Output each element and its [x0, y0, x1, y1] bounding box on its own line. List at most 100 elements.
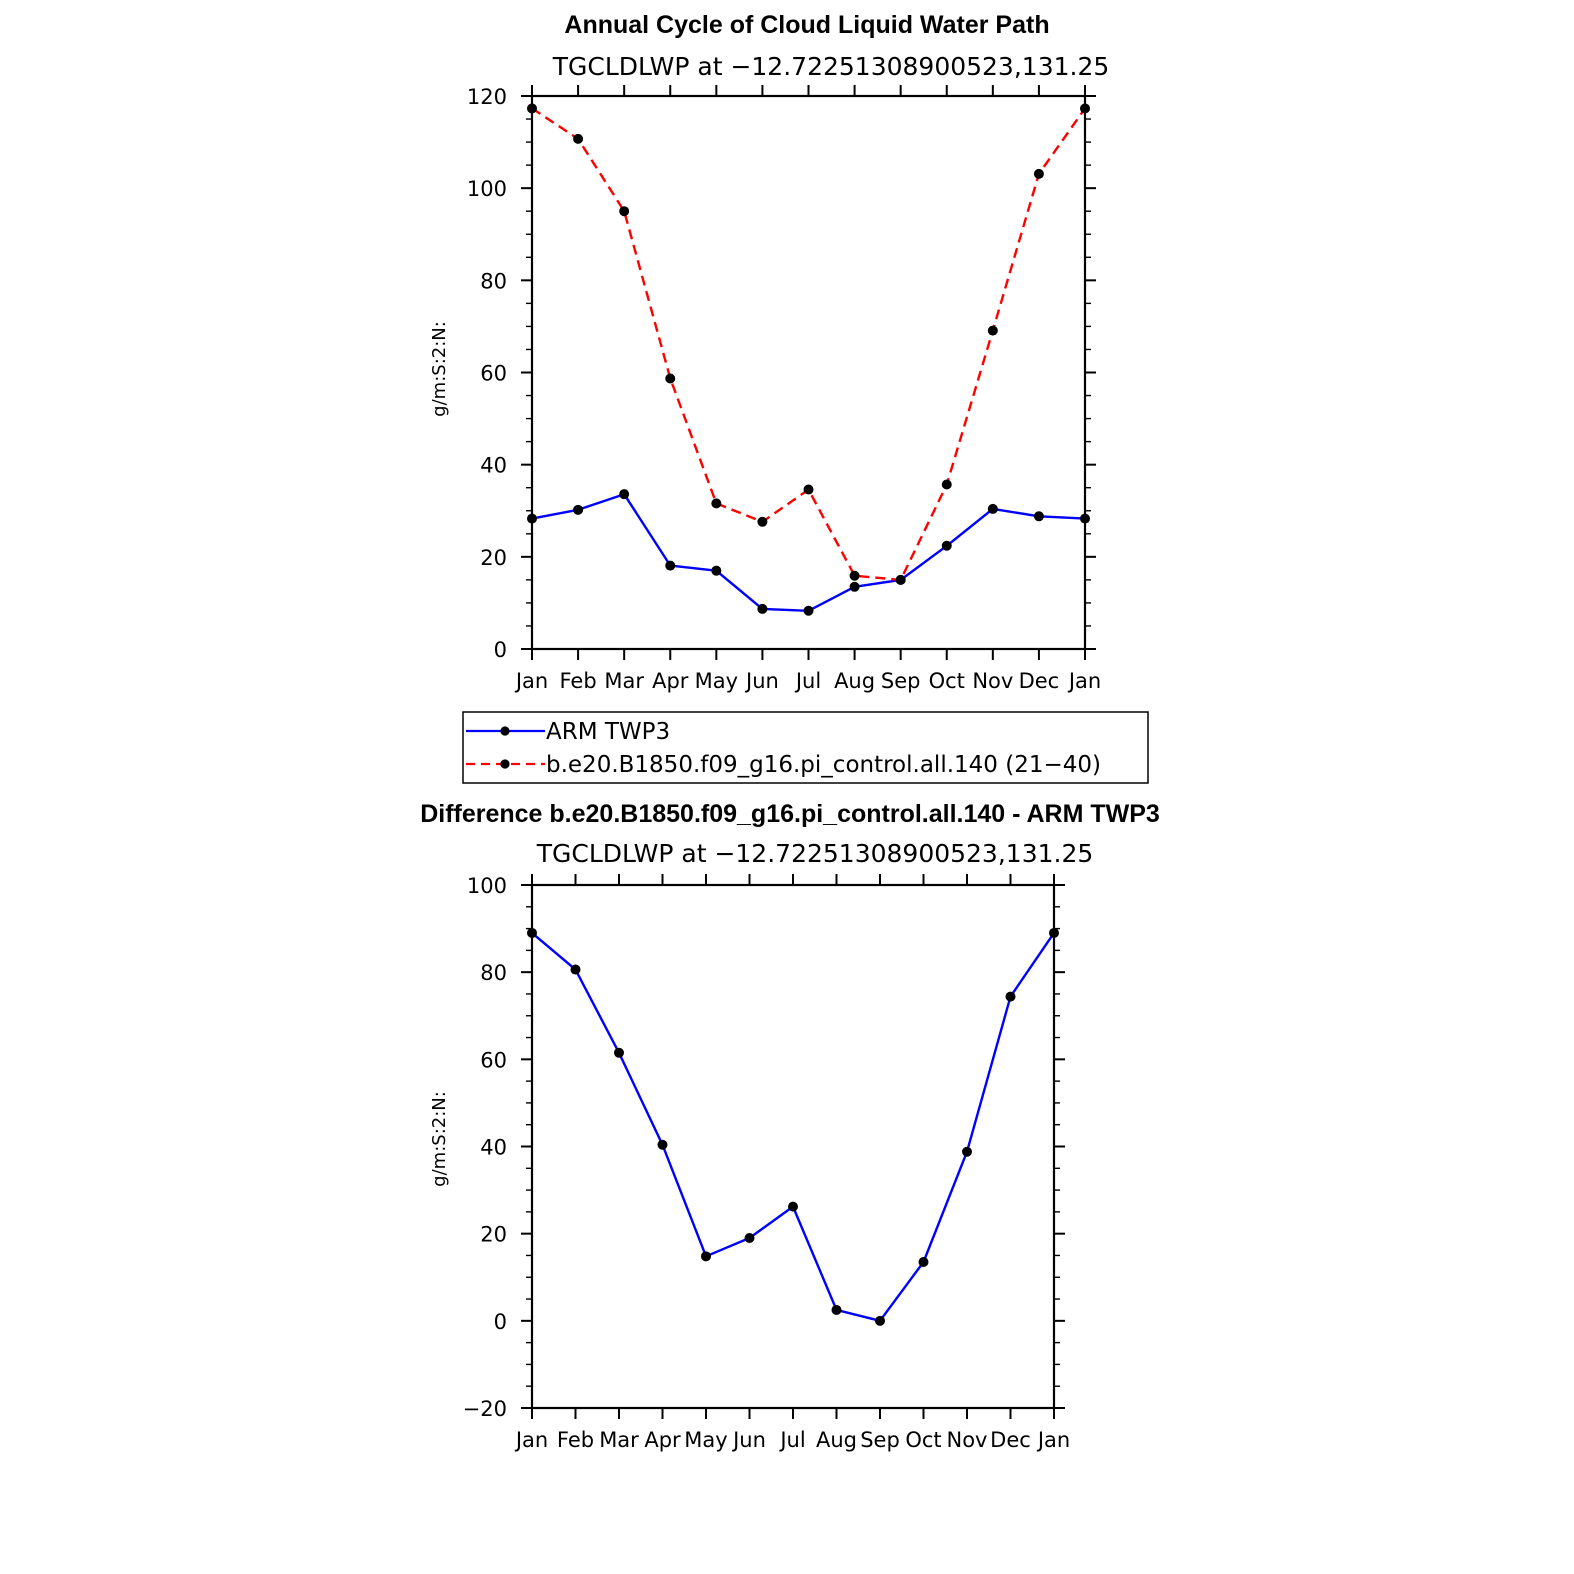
legend-marker-arm-twp3	[500, 726, 510, 736]
top-chart-title: Annual Cycle of Cloud Liquid Water Path	[564, 11, 1049, 39]
top-data-point-arm-twp3	[711, 565, 722, 576]
top-x-tick-label: Nov	[972, 669, 1013, 693]
top-data-point-arm-twp3	[665, 560, 676, 571]
bottom-y-tick-label: −20	[463, 1397, 507, 1421]
bottom-chart-title: Difference b.e20.B1850.f09_g16.pi_contro…	[420, 800, 1160, 828]
top-data-point-b-e20-b1850-f09-g16-pi-control-all-140-21-40	[1080, 103, 1090, 114]
bottom-x-tick-label: Nov	[947, 1428, 988, 1452]
top-y-tick-label: 0	[494, 638, 507, 662]
bottom-x-tick-label: Jan	[514, 1428, 548, 1452]
top-x-tick-label: Aug	[834, 669, 875, 693]
legend-box	[462, 711, 1149, 784]
bottom-y-tick-label: 20	[480, 1223, 507, 1247]
top-y-tick-label: 20	[480, 546, 507, 570]
bottom-x-tick-label: Aug	[816, 1428, 857, 1452]
bottom-data-point-difference	[570, 964, 581, 975]
top-data-point-b-e20-b1850-f09-g16-pi-control-all-140-21-40	[895, 574, 906, 585]
bottom-chart-y-ticks: −20 0 20 40 60 80 100	[463, 874, 1065, 1421]
top-data-point-b-e20-b1850-f09-g16-pi-control-all-140-21-40	[665, 373, 676, 384]
bottom-chart-series	[527, 927, 1059, 1326]
top-x-tick-label: Sep	[881, 669, 921, 693]
top-data-point-b-e20-b1850-f09-g16-pi-control-all-140-21-40	[711, 498, 722, 509]
bottom-x-tick-label: Feb	[557, 1428, 594, 1452]
top-x-tick-label: Apr	[652, 669, 689, 693]
bottom-x-tick-label: May	[684, 1428, 727, 1452]
top-y-tick-label: 80	[480, 269, 507, 293]
top-y-tick-label: 40	[480, 454, 507, 478]
top-x-tick-label: May	[695, 669, 738, 693]
bottom-y-tick-label: 80	[480, 961, 507, 985]
top-data-point-b-e20-b1850-f09-g16-pi-control-all-140-21-40	[757, 516, 768, 527]
top-data-point-arm-twp3	[619, 489, 630, 500]
legend: ARM TWP3 b.e20.B1850.f09_g16.pi_control.…	[462, 711, 1149, 784]
top-data-point-arm-twp3	[573, 504, 584, 515]
bottom-data-point-difference	[614, 1047, 624, 1058]
top-data-point-arm-twp3	[1033, 511, 1044, 522]
bottom-y-tick-label: 60	[480, 1048, 507, 1072]
top-x-tick-label: Jan	[1067, 669, 1101, 693]
top-x-tick-label: Jul	[794, 669, 821, 693]
top-data-point-arm-twp3	[849, 581, 860, 592]
top-x-tick-label: Jan	[514, 669, 548, 693]
top-y-tick-label: 120	[467, 85, 507, 109]
top-data-point-b-e20-b1850-f09-g16-pi-control-all-140-21-40	[941, 479, 952, 490]
top-data-point-b-e20-b1850-f09-g16-pi-control-all-140-21-40	[987, 325, 998, 336]
top-data-point-b-e20-b1850-f09-g16-pi-control-all-140-21-40	[527, 103, 537, 114]
top-series-line-arm-twp3	[531, 493, 1086, 612]
top-data-point-arm-twp3	[527, 513, 537, 524]
bottom-data-point-difference	[962, 1146, 972, 1157]
bottom-data-point-difference	[1005, 991, 1016, 1002]
legend-marker-model	[500, 759, 510, 769]
bottom-x-tick-label: Jan	[1036, 1428, 1070, 1452]
top-data-point-b-e20-b1850-f09-g16-pi-control-all-140-21-40	[619, 206, 630, 217]
top-chart-subtitle: TGCLDLWP at −12.72251308900523,131.25	[552, 52, 1110, 81]
top-data-point-arm-twp3	[1080, 513, 1090, 524]
top-chart-frame	[530, 94, 1087, 651]
top-x-tick-label: Oct	[929, 669, 965, 693]
top-data-point-arm-twp3	[757, 603, 768, 614]
top-data-point-arm-twp3	[803, 605, 814, 616]
bottom-y-tick-label: 0	[494, 1310, 507, 1334]
top-chart-ylabel: g/m:S:2:N:	[429, 321, 450, 417]
bottom-data-point-difference	[875, 1315, 885, 1326]
legend-label-model: b.e20.B1850.f09_g16.pi_control.all.140 (…	[546, 752, 1101, 778]
top-chart: Annual Cycle of Cloud Liquid Water Path …	[429, 11, 1109, 693]
top-data-point-b-e20-b1850-f09-g16-pi-control-all-140-21-40	[849, 570, 860, 581]
bottom-chart-subtitle: TGCLDLWP at −12.72251308900523,131.25	[536, 839, 1094, 868]
bottom-data-point-difference	[1049, 927, 1059, 938]
bottom-chart-x-ticks: Jan Feb Mar Apr May Jun Jul Aug Sep Oct Nov Dec Jan	[514, 874, 1070, 1452]
bottom-chart-plot-border	[530, 883, 1056, 1410]
top-chart-y-ticks: 0 20 40 60 80 100 120	[467, 85, 1096, 662]
bottom-data-point-difference	[657, 1139, 668, 1150]
bottom-x-tick-label: Dec	[990, 1428, 1031, 1452]
bottom-series-line-difference	[531, 931, 1055, 1323]
top-x-tick-label: Jun	[744, 669, 779, 693]
top-data-point-b-e20-b1850-f09-g16-pi-control-all-140-21-40	[1033, 168, 1044, 179]
top-data-point-arm-twp3	[987, 503, 998, 514]
top-x-tick-label: Dec	[1019, 669, 1060, 693]
bottom-data-point-difference	[831, 1304, 842, 1315]
bottom-x-tick-label: Apr	[644, 1428, 681, 1452]
bottom-data-point-difference	[918, 1256, 929, 1267]
bottom-x-tick-label: Mar	[599, 1428, 639, 1452]
bottom-y-tick-label: 40	[480, 1136, 507, 1160]
bottom-data-point-difference	[701, 1251, 711, 1262]
bottom-x-tick-label: Sep	[860, 1428, 900, 1452]
top-chart-series	[527, 103, 1090, 616]
top-data-point-b-e20-b1850-f09-g16-pi-control-all-140-21-40	[803, 484, 814, 495]
bottom-chart: Difference b.e20.B1850.f09_g16.pi_contro…	[420, 800, 1160, 1452]
top-x-tick-label: Mar	[604, 669, 644, 693]
top-data-point-b-e20-b1850-f09-g16-pi-control-all-140-21-40	[573, 133, 584, 144]
top-data-point-arm-twp3	[941, 540, 952, 551]
top-chart-plot-border	[530, 94, 1087, 651]
bottom-data-point-difference	[527, 927, 537, 938]
bottom-x-tick-label: Jun	[731, 1428, 766, 1452]
top-x-tick-label: Feb	[559, 669, 596, 693]
bottom-chart-ylabel: g/m:S:2:N:	[429, 1091, 450, 1187]
top-y-tick-label: 60	[480, 362, 507, 386]
bottom-x-tick-label: Jul	[778, 1428, 805, 1452]
bottom-y-tick-label: 100	[467, 874, 507, 898]
bottom-data-point-difference	[788, 1201, 798, 1212]
bottom-chart-frame	[530, 883, 1056, 1410]
